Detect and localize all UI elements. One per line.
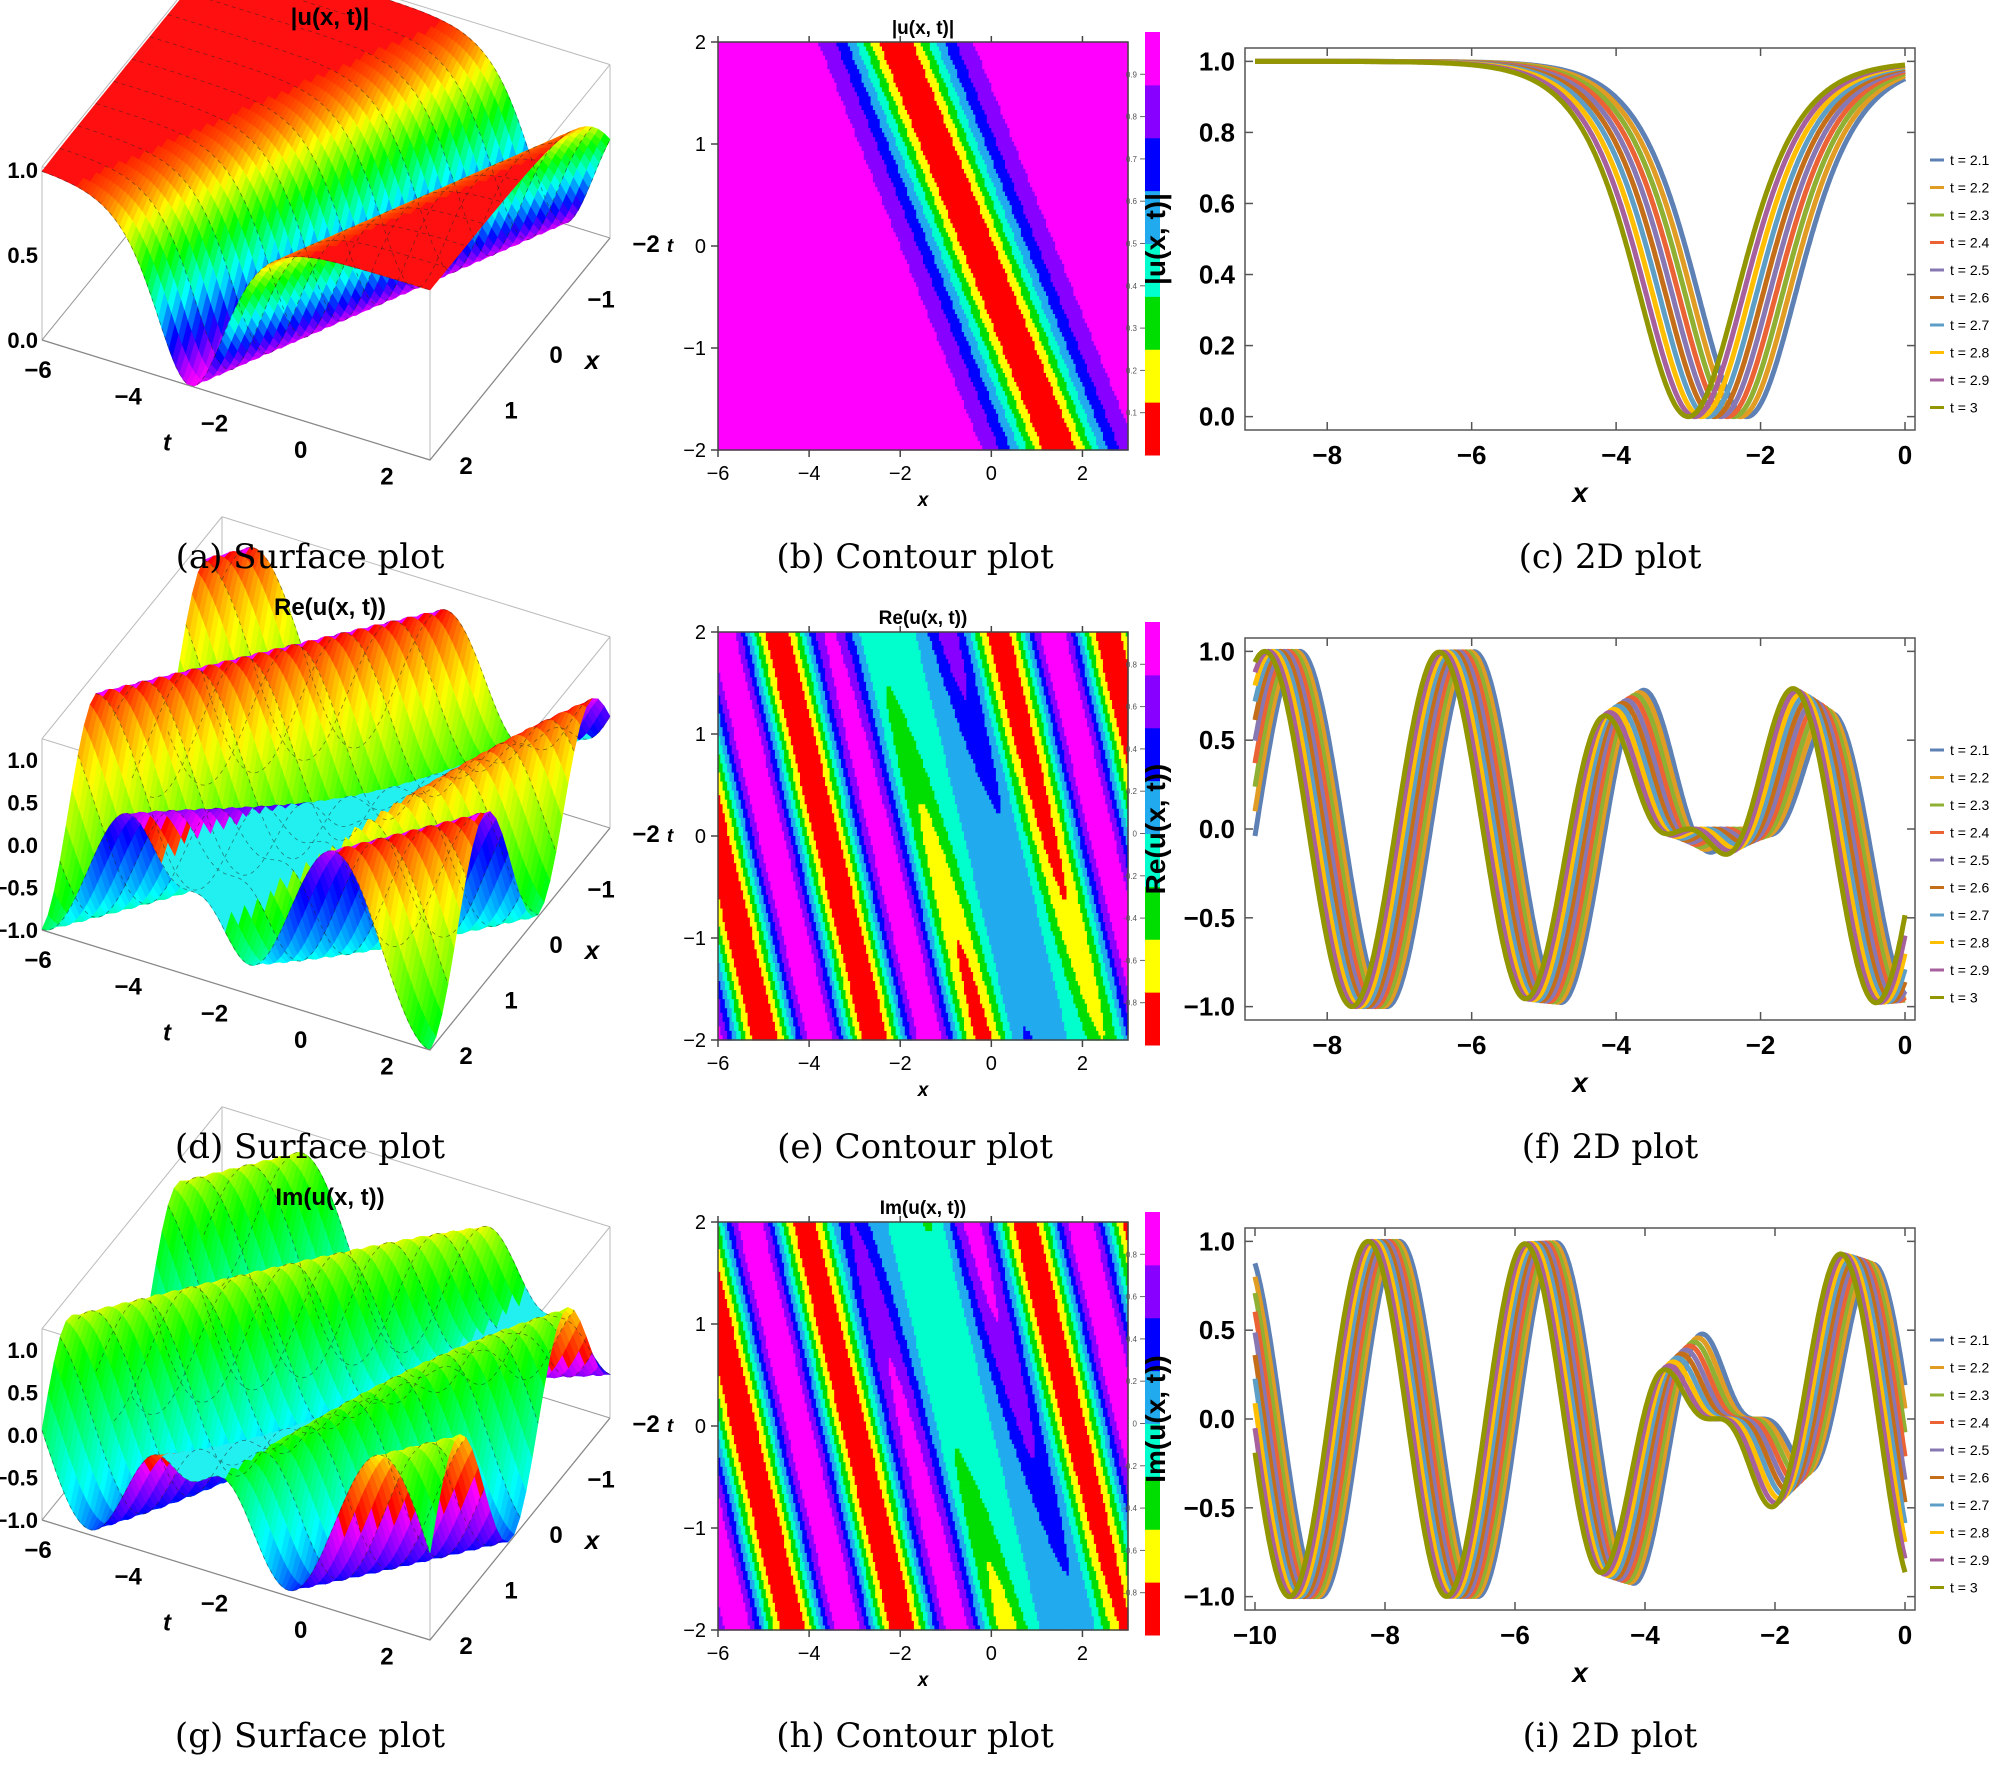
figure-canvas: |u(x, t)|−6−4−202t210−1−2x1.00.50.0|u(x,… xyxy=(0,0,2007,1761)
figure: |u(x, t)|−6−4−202t210−1−2x1.00.50.0|u(x,… xyxy=(0,0,2007,1761)
